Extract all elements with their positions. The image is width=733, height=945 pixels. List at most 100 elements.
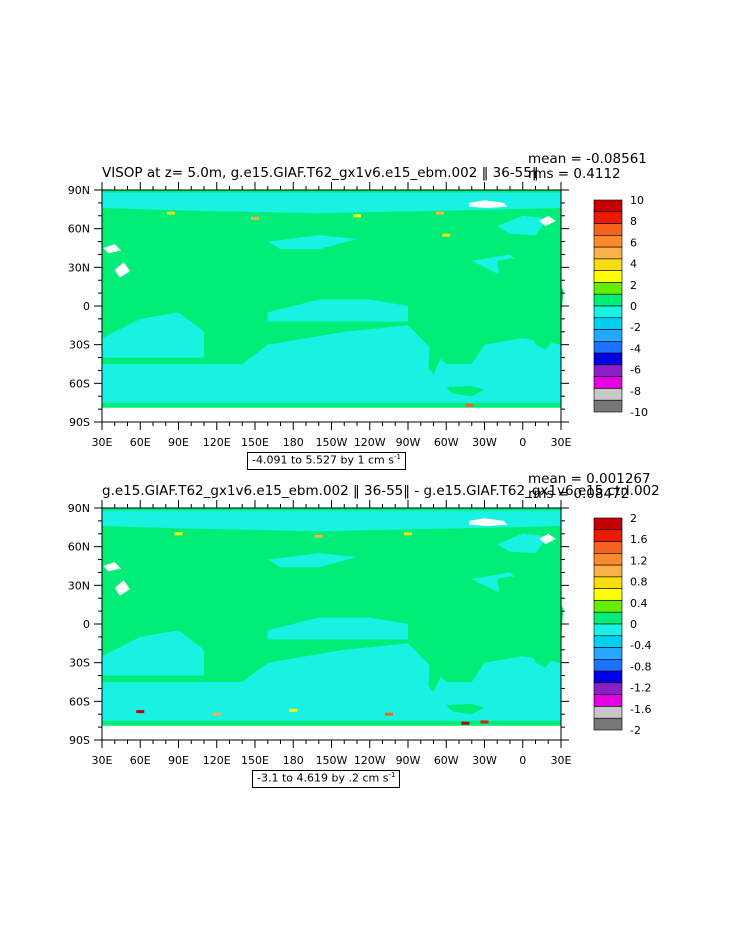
colorbar-label: 4 — [630, 258, 637, 271]
colorbar-swatch — [593, 258, 623, 271]
missing-data-region — [103, 244, 122, 254]
colorbar-label: -2 — [630, 321, 641, 334]
map-chart-1: 30E 60E 90E 120E 150E 180 150W 120W 90W 60W 30W 0 30… — [68, 182, 648, 449]
colorbar-label: -0.4 — [630, 639, 651, 652]
stat-rms-1: rms = 0.4112 — [528, 166, 621, 182]
extreme-value-spot — [461, 721, 470, 725]
colorbar-swatch — [593, 211, 623, 224]
stat-mean-1: mean = -0.08561 — [528, 151, 647, 167]
colorbar-label: 10 — [630, 194, 644, 207]
missing-data-region — [114, 262, 131, 278]
colorbar-label: 6 — [630, 236, 637, 249]
y-tick-label: 90S — [69, 416, 90, 429]
contour-range-text-2: -3.1 to 4.619 by .2 cm s — [257, 771, 389, 785]
y-tick-label: 60S — [69, 377, 90, 390]
colorbar-label: -1.2 — [630, 682, 651, 695]
colorbar-swatch — [593, 600, 623, 613]
colorbar-label: 1.2 — [630, 554, 648, 567]
continent-region — [446, 703, 485, 715]
x-tick-label: 150W — [316, 754, 348, 767]
colorbar-swatch — [593, 293, 623, 307]
x-tick-label: 60E — [130, 436, 151, 449]
low-value-region — [267, 299, 408, 322]
map-chart-2: 30E 60E 90E 120E 150E 180 150W 120W 90W 60W 30W 0 30… — [68, 500, 651, 767]
x-tick-label: 60W — [434, 754, 459, 767]
extreme-value-spot — [442, 233, 451, 237]
colorbar-swatch — [593, 199, 623, 213]
low-value-region — [267, 235, 357, 250]
colorbar-swatch — [593, 553, 623, 566]
x-tick-label: 150E — [241, 754, 269, 767]
colorbar-swatch — [593, 235, 623, 248]
x-tick-label: 30E — [551, 436, 572, 449]
map-field — [102, 190, 564, 422]
y-tick-label: 90S — [69, 734, 90, 747]
extreme-value-spot — [289, 708, 298, 712]
continent-region — [419, 293, 476, 375]
colorbar-label: 0.4 — [630, 597, 648, 610]
x-tick-label: 120E — [203, 754, 231, 767]
x-tick-label: 90W — [396, 754, 421, 767]
contour-range-unit-2: -1 — [388, 771, 396, 779]
extreme-value-spot — [384, 712, 393, 716]
map-panel-2: 30E 60E 90E 120E 150E 180 150W 120W 90W 60W 30W 0 30… — [0, 318, 733, 798]
y-tick-label: 60S — [69, 695, 90, 708]
colorbar: 2 1.6 1.2 0.8 0.4 0 -0.4 -0.8 -1.2 -1.6 -2 — [593, 512, 651, 737]
x-tick-label: 30E — [92, 436, 113, 449]
missing-data-region — [103, 562, 122, 572]
colorbar-label: -6 — [630, 364, 641, 377]
colorbar-label: -4 — [630, 342, 641, 355]
x-tick-label: 180 — [283, 436, 304, 449]
colorbar-swatch — [593, 717, 623, 731]
colorbar-swatch — [593, 223, 623, 236]
map-field — [102, 508, 564, 740]
x-tick-label: 60W — [434, 436, 459, 449]
low-value-region — [267, 553, 357, 568]
x-tick-label: 90E — [168, 436, 189, 449]
extreme-value-spot — [480, 720, 489, 724]
low-value-region — [102, 510, 561, 532]
x-tick-label: 150W — [316, 436, 348, 449]
continent-region — [497, 576, 564, 668]
x-tick-label: 0 — [519, 436, 526, 449]
colorbar-label: 2 — [630, 279, 637, 292]
low-value-region — [102, 643, 561, 721]
colorbar-swatch — [593, 270, 623, 283]
extreme-value-spot — [353, 214, 361, 218]
extreme-value-spot — [435, 211, 444, 215]
contour-range-unit-1: -1 — [393, 453, 401, 461]
x-tick-label: 0 — [519, 754, 526, 767]
x-tick-label: 180 — [283, 754, 304, 767]
x-tick-label: 30E — [92, 754, 113, 767]
colorbar-swatch — [593, 305, 623, 319]
colorbar-label: -0.8 — [630, 660, 651, 673]
x-tick-label: 120W — [354, 436, 386, 449]
x-tick-label: 30E — [551, 754, 572, 767]
low-value-region — [497, 533, 549, 554]
colorbar-swatch — [593, 541, 623, 554]
extreme-value-spot — [166, 211, 175, 215]
missing-data-region — [539, 533, 556, 545]
missing-data-region — [102, 725, 561, 740]
colorbar-label: 0 — [630, 618, 637, 631]
x-tick-label: 30W — [472, 436, 497, 449]
continent-region — [206, 639, 259, 673]
missing-data-region — [469, 518, 508, 526]
continent-region — [419, 611, 476, 693]
x-tick-label: 120W — [354, 754, 386, 767]
colorbar-swatch — [593, 517, 623, 531]
colorbar-swatch — [593, 282, 623, 295]
low-value-region — [102, 325, 561, 403]
colorbar-label: -10 — [630, 406, 648, 419]
colorbar-label: 8 — [630, 215, 637, 228]
continent-region — [446, 385, 485, 397]
stat-mean-2: mean = 0.001267 — [528, 471, 651, 487]
y-tick-label: 60N — [68, 223, 90, 236]
colorbar-swatch — [593, 682, 623, 695]
colorbar-label: 2 — [630, 512, 637, 525]
colorbar-swatch — [593, 623, 623, 637]
low-value-region — [267, 617, 408, 640]
extreme-value-spot — [404, 532, 412, 536]
colorbar-swatch — [593, 694, 623, 707]
colorbar-label: -2 — [630, 724, 641, 737]
